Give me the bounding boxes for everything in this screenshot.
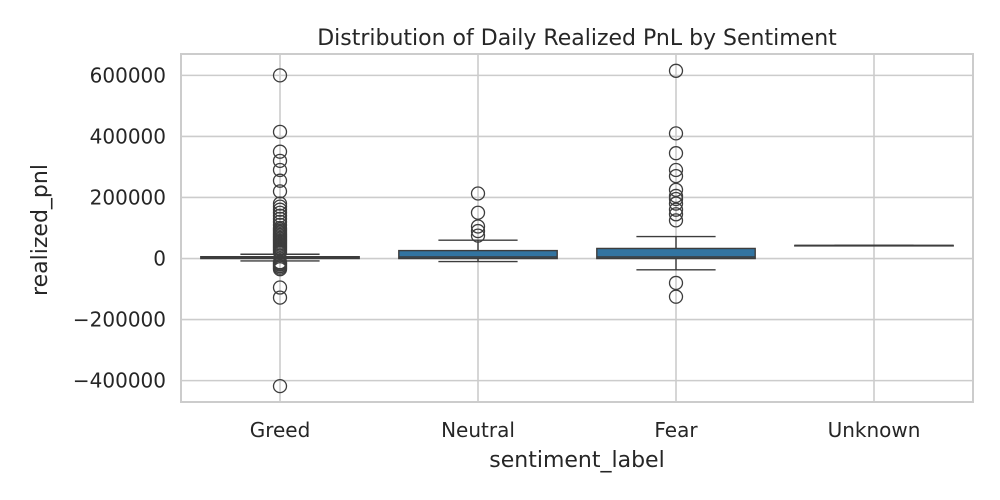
y-tick-label: −400000 [73, 369, 166, 393]
plot-frame [180, 53, 974, 403]
y-tick-label: 600000 [90, 63, 166, 87]
outlier-point [668, 168, 684, 184]
outlier-point [470, 219, 486, 234]
x-tick-label: Unknown [828, 418, 921, 442]
outlier-point [668, 196, 684, 211]
outlier-point [272, 262, 288, 277]
outlier-point [470, 205, 486, 220]
outlier-point [272, 173, 288, 188]
y-tick-label: 0 [153, 247, 166, 271]
outlier-point [668, 213, 684, 228]
outlier-point [272, 245, 288, 260]
box-group-unknown [794, 244, 954, 247]
outlier-point [272, 202, 288, 217]
grid-lines [181, 54, 973, 402]
outlier-point [272, 378, 288, 394]
outlier-point [668, 182, 684, 197]
outlier-point [272, 153, 288, 168]
outlier-point [272, 205, 288, 220]
outlier-point [668, 202, 684, 217]
box-group-neutral [398, 186, 558, 263]
outlier-point [272, 196, 288, 211]
y-tick-labels: 600000 400000 200000 0 −200000 −400000 [73, 63, 166, 392]
x-tick-label: Fear [654, 418, 698, 442]
x-tick-label: Neutral [441, 418, 515, 442]
outlier-point [470, 228, 486, 243]
y-axis-label: realized_pnl [28, 164, 53, 296]
y-tick-label: 200000 [90, 185, 166, 209]
box-group-greed [200, 68, 360, 394]
outlier-point [272, 208, 288, 223]
outlier-point [272, 68, 288, 83]
outlier-point [668, 126, 684, 141]
outlier-point [668, 207, 684, 222]
outlier-point [668, 146, 684, 161]
outlier-point [272, 184, 288, 199]
outlier-point [668, 275, 684, 291]
outlier-point [668, 188, 684, 204]
x-axis-label: sentiment_label [489, 448, 664, 473]
iqr-box [596, 247, 756, 260]
outlier-point [668, 191, 684, 207]
outlier-point [470, 186, 486, 201]
chart-title: Distribution of Daily Realized PnL by Se… [317, 26, 837, 51]
outlier-point [668, 63, 684, 78]
x-tick-label: Greed [250, 418, 311, 442]
outlier-point [272, 124, 288, 139]
outlier-point [272, 280, 288, 295]
outlier-point [272, 162, 288, 178]
y-tick-label: −200000 [73, 308, 166, 332]
box-series [200, 63, 954, 394]
outlier-point [668, 162, 684, 178]
box-group-fear [596, 63, 756, 304]
outlier-point [470, 223, 486, 239]
outlier-point [272, 290, 288, 305]
outlier-point [272, 144, 288, 159]
iqr-box [398, 249, 558, 260]
y-tick-label: 400000 [90, 124, 166, 148]
outlier-point [668, 289, 684, 304]
outlier-point [272, 211, 288, 226]
x-tick-labels: Greed Neutral Fear Unknown [250, 418, 921, 442]
outlier-point [272, 217, 288, 233]
outlier-point [272, 214, 288, 230]
outlier-point [272, 199, 288, 214]
